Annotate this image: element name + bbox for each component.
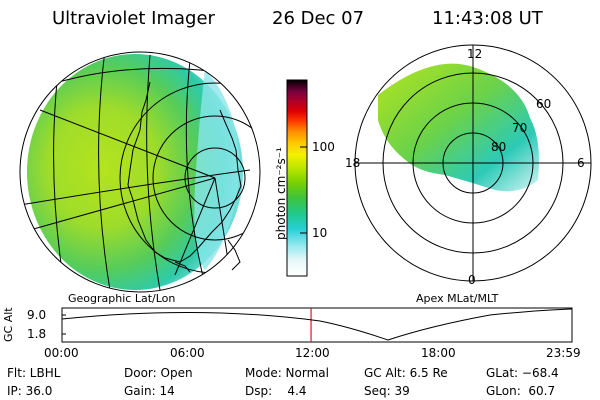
terminator-band	[194, 70, 240, 270]
colorbar-label-10: 10	[312, 226, 328, 240]
x-tick-label-0600: 06:00	[170, 346, 205, 360]
mlat-label-80: 80	[491, 140, 507, 154]
geographic-frame	[19, 51, 261, 293]
altitude-curve	[61, 308, 573, 341]
glat-text: GLat: −68.4	[486, 366, 559, 380]
colorbar	[286, 79, 308, 277]
sequence-text: Seq: 39	[364, 384, 410, 398]
gc-alt-text: GC Alt: 6.5 Re	[364, 366, 448, 380]
filter-text: Flt: LBHL	[7, 366, 61, 380]
x-tick-label-0000: 00:00	[44, 346, 79, 360]
apex-label: Apex MLat/MLT	[416, 292, 499, 305]
aurora-oval	[378, 63, 539, 192]
colorbar-scale	[286, 79, 308, 277]
altitude-plot-frame	[61, 307, 573, 343]
door-text: Door: Open	[124, 366, 193, 380]
gain-text: Gain: 14	[124, 384, 175, 398]
magnetic-polar-plot	[354, 44, 592, 282]
mlat-label-60: 60	[536, 97, 552, 111]
mode-text: Mode: Normal	[245, 366, 329, 380]
x-tick-label-1800: 18:00	[421, 346, 456, 360]
mlt-label-6: 6	[577, 156, 585, 170]
x-tick-label-2359: 23:59	[546, 346, 581, 360]
glon-text: GLon: 60.7	[486, 384, 556, 398]
mlt-label-0: 0	[468, 273, 476, 287]
instrument-title: Ultraviolet Imager	[52, 8, 215, 29]
mlt-label-12: 12	[467, 47, 483, 61]
altitude-plot	[61, 307, 573, 343]
x-tick-label-1200: 12:00	[295, 346, 330, 360]
altitude-axis-title: GC Alt	[2, 307, 15, 342]
geographic-label: Geographic Lat/Lon	[68, 292, 176, 305]
time-text: 11:43:08 UT	[432, 8, 543, 29]
dsp-text: Dsp: 4.4	[245, 384, 307, 398]
earth-disk	[27, 54, 243, 290]
colorbar-unit: photon cm⁻²s⁻¹	[274, 147, 288, 240]
colorbar-label-100: 100	[312, 140, 335, 154]
date-text: 26 Dec 07	[272, 8, 365, 29]
ip-text: IP: 36.0	[7, 384, 53, 398]
mlt-label-18: 18	[345, 156, 361, 170]
mlat-label-70: 70	[512, 121, 528, 135]
geographic-image	[19, 51, 261, 293]
altitude-tick-label-9: 9.0	[27, 308, 47, 322]
altitude-tick-label-1-8: 1.8	[27, 327, 47, 341]
coastline	[127, 81, 242, 273]
